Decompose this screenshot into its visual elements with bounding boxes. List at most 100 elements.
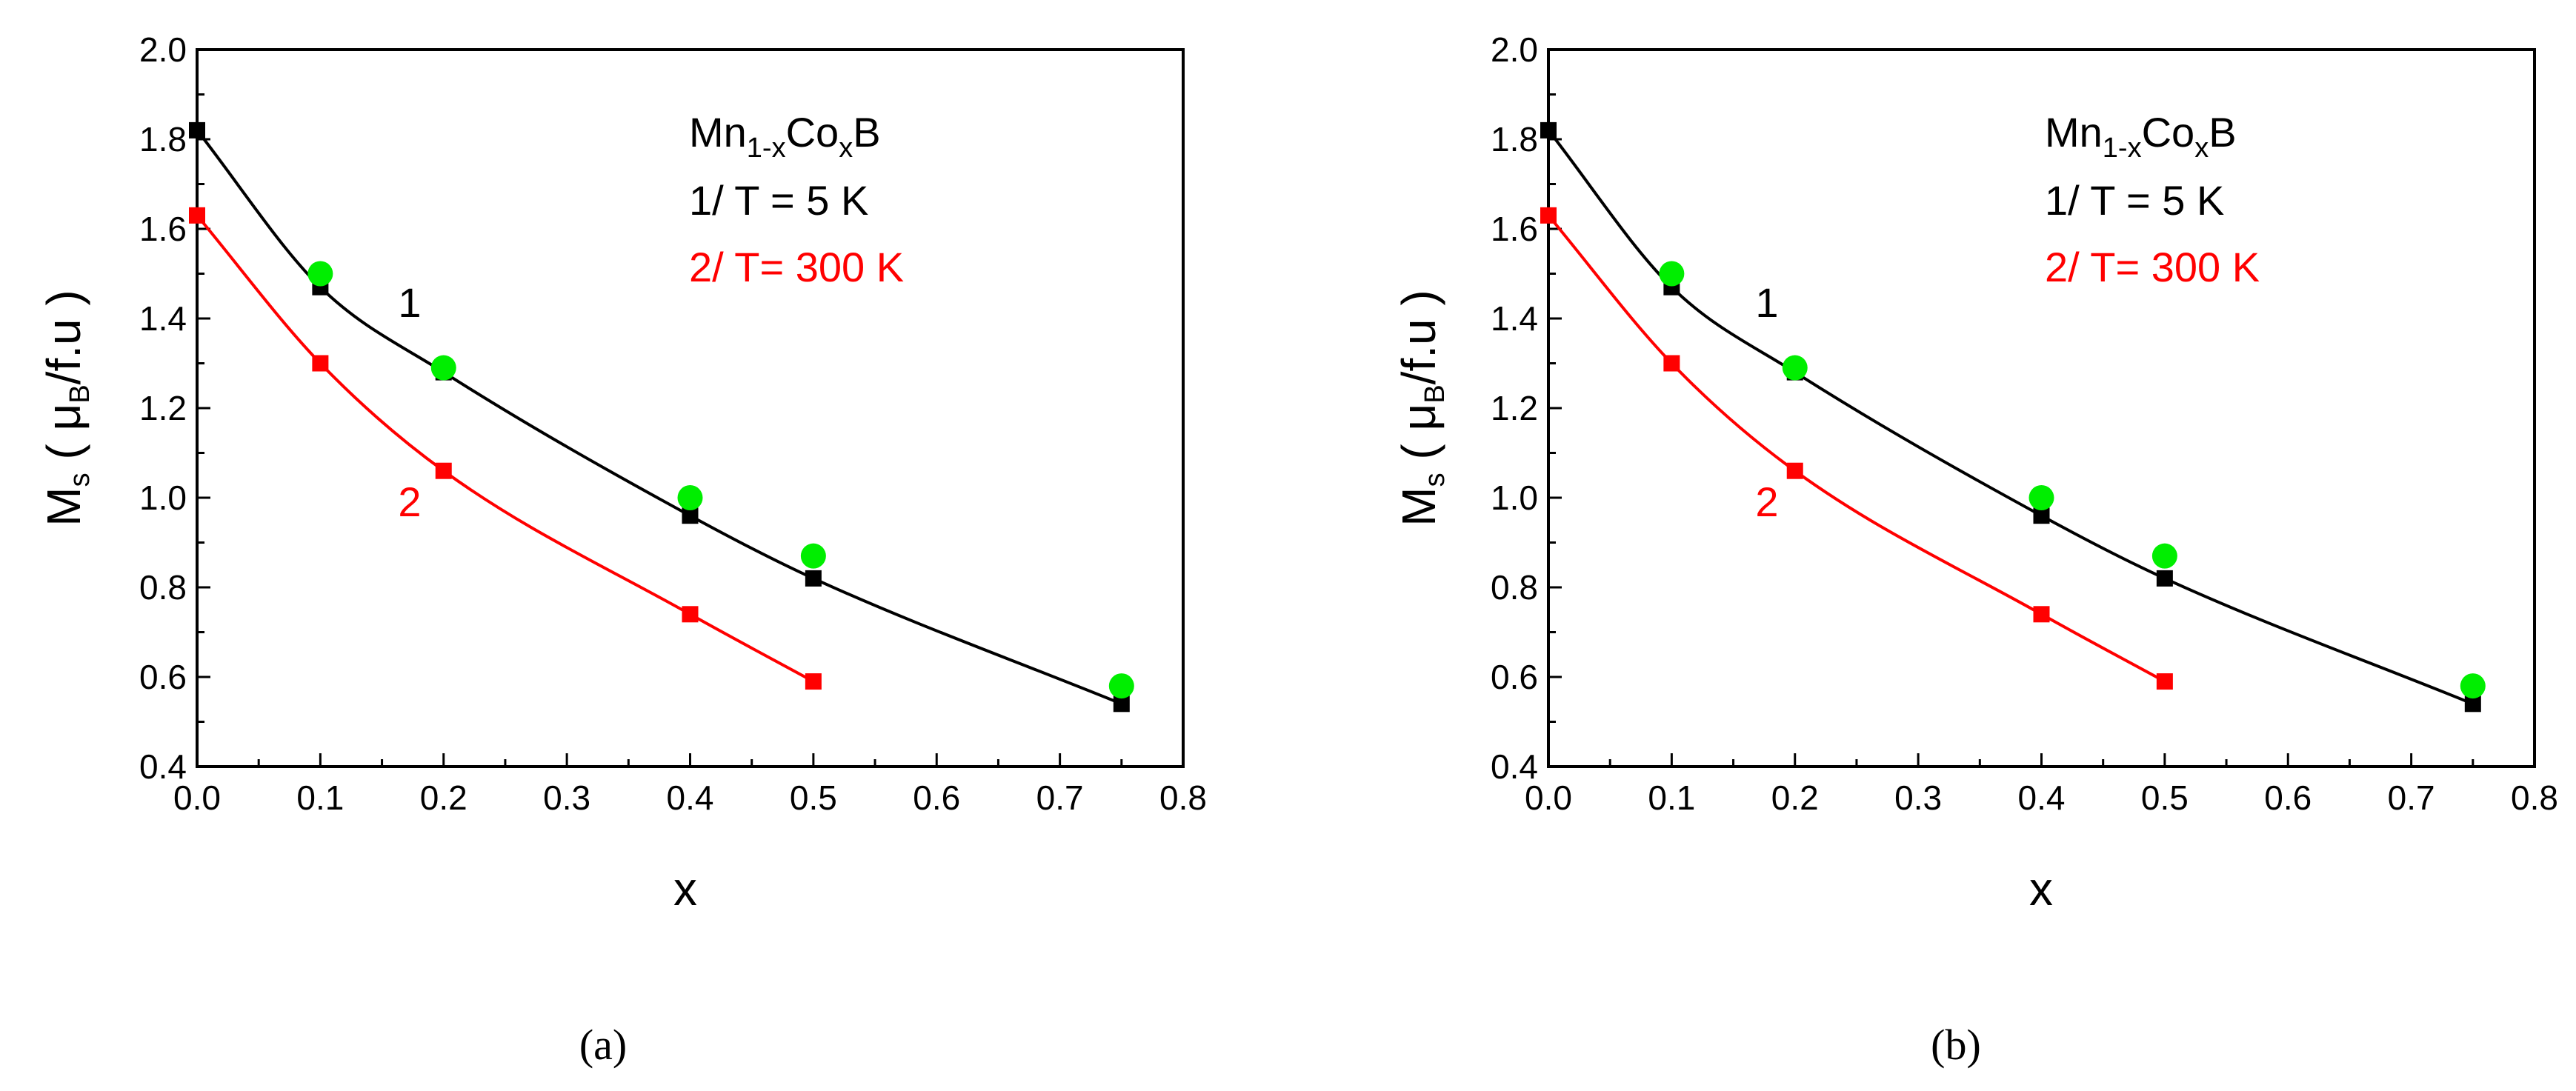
y-tick-label: 1.0: [139, 478, 187, 517]
plot-frame: [1547, 48, 2536, 768]
legend-compound: Mn1-xCoxB: [689, 109, 881, 164]
green-point: [2460, 673, 2486, 699]
plot-frame: [196, 48, 1185, 768]
compound-co: Co: [786, 109, 839, 156]
series-1-point: [1540, 121, 1557, 139]
compound-b: B: [2209, 109, 2236, 156]
y-tick-label: 0.6: [1491, 658, 1538, 696]
series-2-point: [1786, 462, 1803, 479]
panel-b: 0.0 0.1 0.2 0.3 0.4 0.5 0.6 0.7 0.8 0.4 0.6 0.8 1.0…: [1392, 30, 2558, 1069]
y-label-mu-sub: B: [64, 384, 96, 403]
series-markers: [189, 121, 1134, 713]
x-tick-label: 0.6: [2264, 778, 2312, 817]
y-tick-label: 0.8: [139, 568, 187, 607]
y-label-mu: μ: [37, 404, 90, 431]
series-2-point: [805, 673, 822, 690]
x-tick-labels: 0.0 0.1 0.2 0.3 0.4 0.5 0.6 0.7 0.8: [173, 778, 1207, 817]
y-tick-label: 0.4: [1491, 747, 1538, 786]
x-axis-label: x: [2029, 862, 2053, 915]
series-2-point: [682, 606, 699, 623]
y-axis-label: Ms ( μB/f.u ): [1392, 290, 1451, 526]
green-point: [800, 543, 826, 569]
y-label-open: (: [37, 431, 90, 473]
series-1-point: [2033, 507, 2050, 524]
compound-mn-sub: 1-x: [2103, 133, 2142, 164]
series-1-point: [682, 507, 699, 524]
x-tick-label: 0.2: [420, 778, 467, 817]
green-point: [1659, 261, 1685, 287]
panel-label: (a): [579, 1021, 627, 1069]
green-point: [1108, 673, 1134, 699]
series-lines: [1547, 129, 2474, 706]
y-tick-labels: 0.4 0.6 0.8 1.0 1.2 1.4 1.6 1.8 2.0: [1491, 30, 1538, 786]
y-axis-label: Ms ( μB/f.u ): [37, 290, 96, 526]
compound-co: Co: [2142, 109, 2195, 156]
series-2-point: [189, 207, 205, 224]
series-2-point: [1663, 355, 1680, 372]
series-2-point: [435, 462, 452, 479]
legend-series-1: 1/ T = 5 K: [689, 177, 868, 224]
series-1-curve: [196, 129, 1122, 706]
y-tick-label: 1.4: [1491, 299, 1538, 338]
y-label-rest: /f.u ): [37, 290, 90, 384]
curve-label-2: 2: [398, 478, 421, 525]
y-tick-label: 1.2: [1491, 389, 1538, 427]
y-label-m: M: [37, 487, 90, 526]
y-tick-labels: 0.4 0.6 0.8 1.0 1.2 1.4 1.6 1.8 2.0: [139, 30, 187, 786]
compound-co-sub: x: [839, 133, 853, 164]
y-tick-label: 2.0: [1491, 30, 1538, 69]
series-2-point: [2156, 673, 2173, 690]
y-label-m: M: [1392, 487, 1445, 526]
compound-mn: Mn: [689, 109, 747, 156]
series-lines: [196, 129, 1122, 706]
x-axis-label: x: [673, 862, 697, 915]
y-label-rest: /f.u ): [1392, 290, 1445, 384]
x-tick-label: 0.5: [790, 778, 837, 817]
legend-series-2: 2/ T= 300 K: [2045, 244, 2260, 290]
x-tick-label: 0.3: [543, 778, 590, 817]
x-tick-label: 0.6: [913, 778, 960, 817]
y-label-m-sub: s: [1420, 473, 1451, 487]
series-1-point: [189, 121, 205, 139]
y-tick-label: 0.4: [139, 747, 187, 786]
y-tick-label: 1.6: [139, 210, 187, 248]
x-tick-labels: 0.0 0.1 0.2 0.3 0.4 0.5 0.6 0.7 0.8: [1525, 778, 2558, 817]
x-tick-label: 0.1: [1648, 778, 1695, 817]
panel-label: (b): [1931, 1021, 1981, 1069]
green-point: [2151, 543, 2177, 569]
series-1-curve: [1547, 129, 2474, 706]
series-2-point: [312, 355, 329, 372]
x-tick-label: 0.2: [1771, 778, 1819, 817]
y-label-m-sub: s: [64, 473, 96, 487]
tick-marks: [196, 48, 1185, 768]
legend-series-1: 1/ T = 5 K: [2045, 177, 2224, 224]
green-point: [430, 355, 456, 381]
panel-a: 0.0 0.1 0.2 0.3 0.4 0.5 0.6 0.7 0.8 0.4 0.6 0.8 1.0…: [37, 30, 1207, 1069]
green-point: [677, 485, 703, 510]
green-point: [1782, 355, 1808, 381]
series-2-point: [2033, 606, 2050, 623]
tick-marks: [1547, 48, 2536, 768]
x-tick-label: 0.1: [296, 778, 344, 817]
compound-b: B: [853, 109, 880, 156]
series-2-point: [1540, 207, 1557, 224]
curve-label-2: 2: [1755, 478, 1778, 525]
green-point: [307, 261, 333, 287]
x-tick-label: 0.5: [2141, 778, 2189, 817]
x-tick-label: 0.8: [2511, 778, 2558, 817]
x-tick-label: 0.4: [667, 778, 714, 817]
compound-mn: Mn: [2045, 109, 2103, 156]
x-tick-label: 0.8: [1159, 778, 1207, 817]
legend-compound: Mn1-xCoxB: [2045, 109, 2237, 164]
series-1-point: [2156, 570, 2173, 587]
y-tick-label: 1.2: [139, 389, 187, 427]
green-point: [2028, 485, 2054, 510]
x-tick-label: 0.3: [1894, 778, 1942, 817]
y-tick-label: 0.8: [1491, 568, 1538, 607]
series-1-point: [1113, 695, 1130, 713]
y-tick-label: 1.6: [1491, 210, 1538, 248]
series-markers: [1540, 121, 2486, 713]
series-1-point: [805, 570, 822, 587]
x-tick-label: 0.0: [1525, 778, 1572, 817]
